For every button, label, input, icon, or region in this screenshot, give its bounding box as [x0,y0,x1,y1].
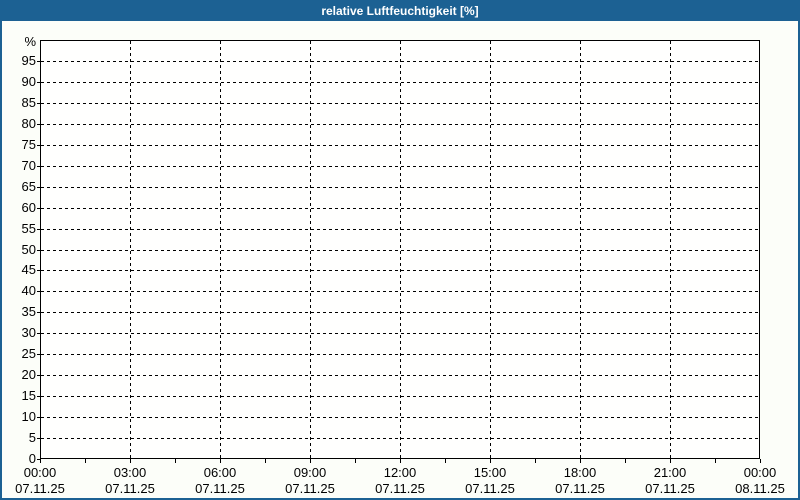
x-axis-tick [265,459,266,463]
x-axis-date-label: 07.11.25 [285,481,335,496]
y-axis-label: 55 [21,221,36,236]
y-axis-tick [37,270,40,271]
x-axis-date-label: 07.11.25 [375,481,425,496]
x-axis-time-label: 21:00 [653,465,687,480]
y-axis-unit-label: % [24,34,36,49]
x-axis-time-label: 15:00 [473,465,507,480]
y-axis-label: 35 [21,304,36,319]
x-axis-tick [535,459,536,463]
x-gridline [580,41,581,458]
y-axis-tick [37,187,40,188]
y-axis-label: 15 [21,388,36,403]
x-gridline [670,41,671,458]
x-axis-date-label: 07.11.25 [555,481,605,496]
x-axis-time-label: 00:00 [23,465,57,480]
x-axis-date-label: 07.11.25 [15,481,65,496]
x-gridline [490,41,491,458]
y-axis-tick [37,333,40,334]
y-axis-label: 45 [21,262,36,277]
x-gridline [400,41,401,458]
x-axis-tick [760,459,761,463]
y-axis-tick [37,354,40,355]
x-gridline [220,41,221,458]
y-axis-label: 70 [21,158,36,173]
y-axis-label: 5 [28,430,36,445]
y-axis-label: 30 [21,325,36,340]
y-axis-label: 80 [21,116,36,131]
y-axis-tick [37,396,40,397]
x-axis-time-label: 18:00 [563,465,597,480]
y-axis-tick [37,438,40,439]
x-gridline [310,41,311,458]
x-axis-date-label: 07.11.25 [645,481,695,496]
x-axis-tick [625,459,626,463]
y-axis-tick [37,375,40,376]
y-axis-tick [37,208,40,209]
x-axis-tick [445,459,446,463]
x-gridline [130,41,131,458]
y-axis-label: 0 [28,451,36,466]
x-axis-time-label: 03:00 [113,465,147,480]
y-axis-label: 60 [21,200,36,215]
x-axis-date-label: 08.11.25 [735,481,785,496]
x-axis-tick [355,459,356,463]
y-axis-label: 20 [21,367,36,382]
x-axis-date-label: 07.11.25 [195,481,245,496]
x-axis-time-label: 00:00 [743,465,777,480]
x-axis-tick [220,459,221,463]
y-axis-tick [37,103,40,104]
y-axis-tick [37,166,40,167]
y-axis-tick [37,250,40,251]
x-axis-tick [715,459,716,463]
y-axis-tick [37,291,40,292]
y-axis-tick [37,229,40,230]
y-axis-tick [37,312,40,313]
y-axis-tick [37,82,40,83]
y-axis-tick [37,145,40,146]
y-axis-tick [37,417,40,418]
y-axis-label: 40 [21,283,36,298]
x-axis-tick [175,459,176,463]
x-axis-tick [130,459,131,463]
x-axis-time-label: 09:00 [293,465,327,480]
x-axis-date-label: 07.11.25 [105,481,155,496]
x-axis-time-label: 06:00 [203,465,237,480]
y-axis-label: 65 [21,179,36,194]
x-axis-tick [85,459,86,463]
y-axis-tick [37,61,40,62]
x-axis-tick [580,459,581,463]
x-axis-tick [310,459,311,463]
x-axis-date-label: 07.11.25 [465,481,515,496]
y-axis-label: 50 [21,242,36,257]
y-axis-label: 25 [21,346,36,361]
x-axis-tick [40,459,41,463]
y-axis-label: 95 [21,53,36,68]
x-axis-tick [670,459,671,463]
chart-title: relative Luftfeuchtigkeit [%] [2,2,798,21]
y-axis-label: 90 [21,74,36,89]
y-axis-tick [37,124,40,125]
x-axis-tick [400,459,401,463]
y-axis-label: 85 [21,95,36,110]
y-axis-label: 75 [21,137,36,152]
y-axis-tick [37,459,40,460]
y-axis-label: 10 [21,409,36,424]
x-axis-tick [490,459,491,463]
x-axis-time-label: 12:00 [383,465,417,480]
